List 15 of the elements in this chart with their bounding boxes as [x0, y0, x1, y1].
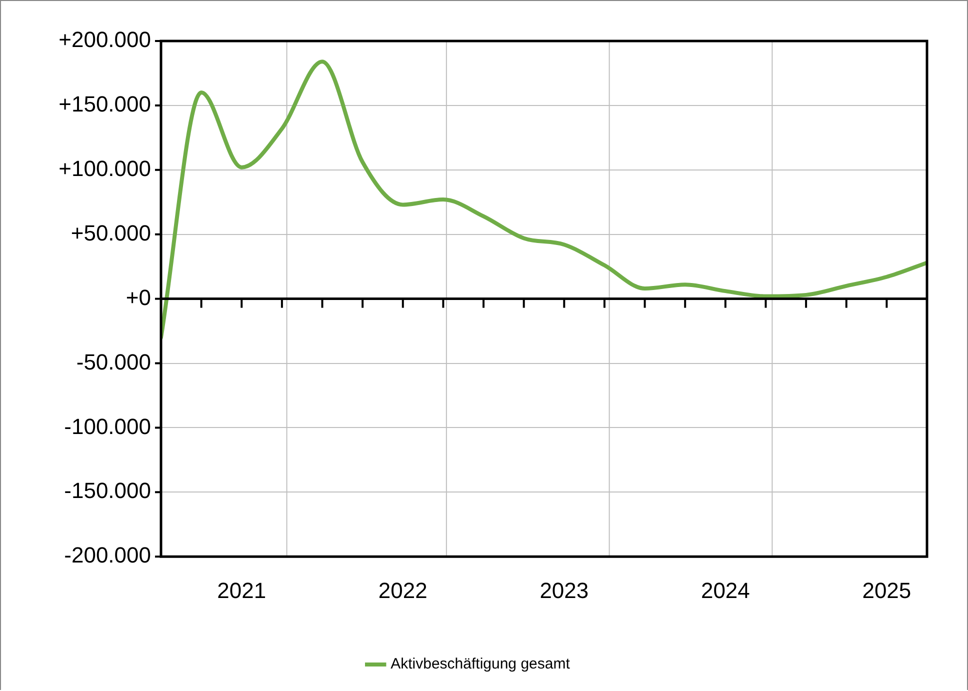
- y-tick-label: +100.000: [58, 156, 151, 181]
- y-tick-label: -200.000: [64, 542, 151, 568]
- y-tick-label: -150.000: [64, 478, 151, 504]
- x-tick-label: 2025: [862, 578, 912, 603]
- x-tick-label: 2024: [700, 578, 750, 603]
- y-tick-label: +50.000: [70, 220, 151, 246]
- x-tick-label: 2022: [378, 578, 428, 603]
- y-tick-label: -100.000: [64, 414, 151, 439]
- y-tick-label: +200.000: [58, 27, 151, 52]
- y-tick-label: +0: [126, 284, 151, 310]
- legend-label: Aktivbeschäftigung gesamt: [390, 656, 571, 673]
- y-tick-label: -50.000: [76, 349, 151, 374]
- x-tick-label: 2021: [217, 578, 266, 603]
- y-tick-label: +150.000: [58, 92, 151, 117]
- x-tick-label: 2023: [540, 578, 589, 603]
